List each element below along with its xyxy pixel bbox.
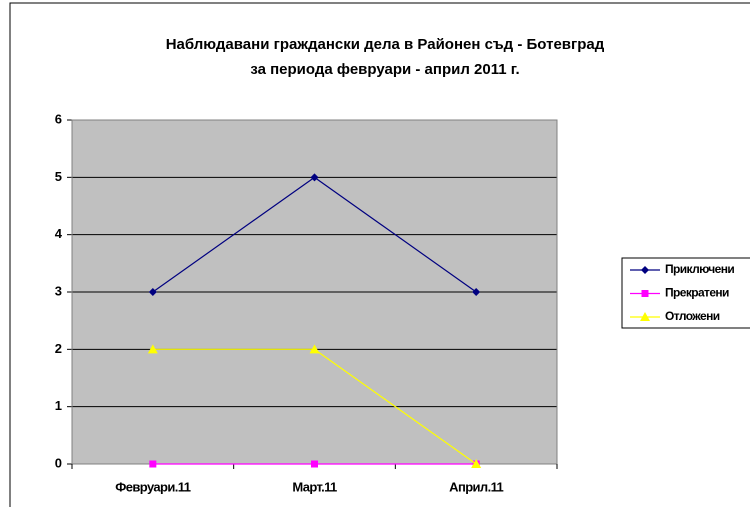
y-tick-label: 5 [55,169,62,184]
legend-label: Прекратени [665,286,729,300]
legend-marker [640,312,650,321]
x-tick-label: Април.11 [449,479,503,494]
y-tick-label: 3 [55,283,62,298]
chart-title: Наблюдавани граждански дела в Районен съ… [166,36,605,53]
data-point [310,173,319,182]
data-point [471,459,482,468]
x-tick-label: Март.11 [292,479,337,494]
y-tick-label: 1 [55,398,62,413]
data-point [472,288,481,296]
data-point [309,344,320,354]
y-tick-label: 4 [55,226,63,241]
data-point [149,460,157,468]
y-tick-label: 0 [55,455,62,470]
x-tick-label: Февруари.11 [115,479,190,494]
legend-label: Приключени [665,262,734,276]
legend-marker [641,290,649,297]
legend-marker [641,266,649,274]
data-point [148,288,157,296]
data-point [311,460,318,468]
y-tick-label: 2 [55,341,62,356]
legend-label: Отложени [665,309,720,323]
y-tick-label: 6 [55,111,62,126]
data-point [147,344,158,354]
chart-title: за периода февруари - април 2011 г. [250,61,519,78]
